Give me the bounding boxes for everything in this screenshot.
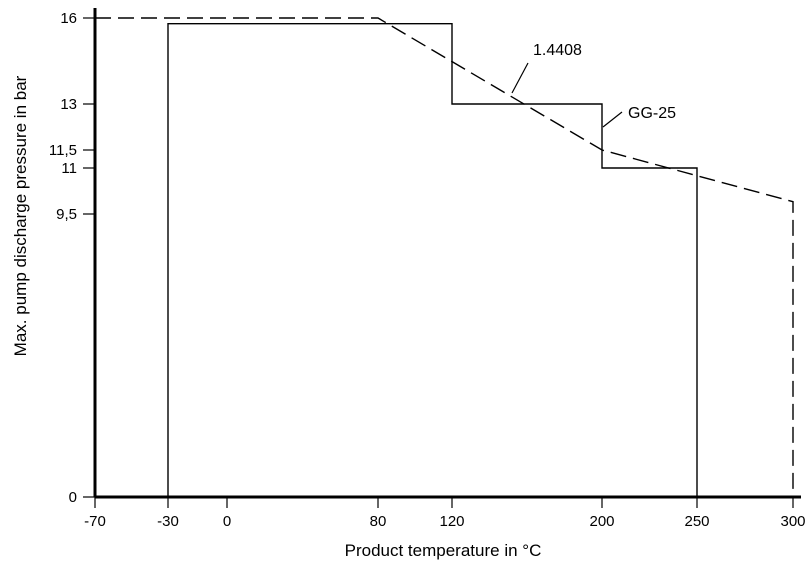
y-tick-label: 9,5 <box>56 206 77 223</box>
y-tick-label: 11 <box>61 160 77 177</box>
y-tick-label: 13 <box>60 96 77 113</box>
y-tick-label: 16 <box>60 10 77 27</box>
x-tick-label: 120 <box>439 513 464 530</box>
series-label-gg-25: GG-25 <box>628 105 676 122</box>
x-tick-label: 200 <box>589 513 614 530</box>
axes <box>93 8 801 499</box>
x-axis-title: Product temperature in °C <box>345 541 542 560</box>
y-tick-label: 11,5 <box>49 142 77 159</box>
series-label-1-4408: 1.4408 <box>533 42 582 59</box>
x-tick-label: -70 <box>84 513 106 530</box>
y-axis-title: Max. pump discharge pressure in bar <box>11 75 30 356</box>
series-line-1-4408 <box>95 17 794 497</box>
series-annotations: GG-25 1.4408 <box>511 42 676 128</box>
x-tick-label: 0 <box>223 513 231 530</box>
x-tick-label: -30 <box>157 513 179 530</box>
series-line-gg-25 <box>167 23 698 497</box>
x-tick-label: 250 <box>684 513 709 530</box>
x-tick-label: 80 <box>370 513 387 530</box>
series-layer <box>95 17 794 497</box>
leader-line-gg-25 <box>602 111 623 128</box>
leader-line-1-4408 <box>511 62 529 94</box>
x-tick-label: 300 <box>780 513 805 530</box>
y-tick-label: 0 <box>69 489 77 506</box>
